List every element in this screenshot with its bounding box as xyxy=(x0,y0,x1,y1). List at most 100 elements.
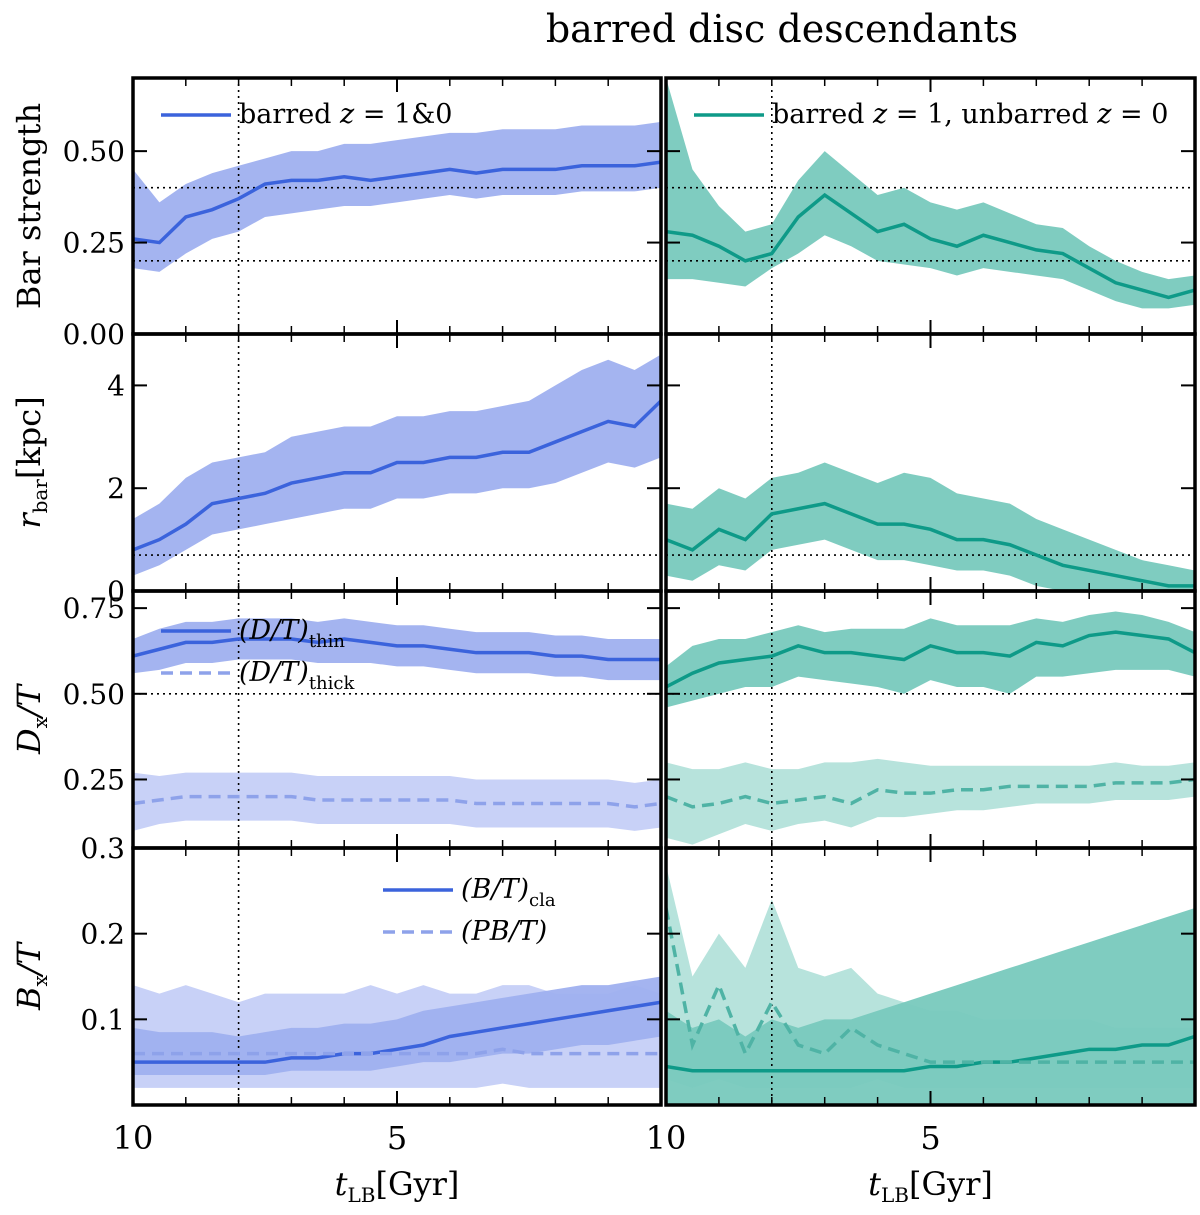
x-axis-label-unit: [Gyr] xyxy=(375,1165,459,1203)
legend-label-sub: cla xyxy=(529,890,556,911)
y-tick-label: 0.2 xyxy=(80,918,125,951)
legend-label: barred z = 1&0 xyxy=(239,99,452,130)
y-tick-label: 0.75 xyxy=(63,592,125,625)
y-tick-label: 0.25 xyxy=(63,227,125,260)
panel-plot-area xyxy=(133,78,661,334)
legend-label-main: (B/T) xyxy=(461,874,529,905)
series-line-1 xyxy=(133,637,661,662)
panel-barred-row1: 0.00 0.25 0.50 barred z = 1&0 xyxy=(63,76,663,351)
panel-plot-area xyxy=(666,848,1195,1105)
legend-label-sub: thin xyxy=(309,631,346,652)
x-axis-label-unbarred: tLB[Gyr] xyxy=(868,1165,993,1207)
y-axis-label-sub: x xyxy=(28,716,52,728)
y-axis-label-tail: /T xyxy=(10,940,48,978)
panel-plot-area xyxy=(133,848,661,1105)
x-tick-label: 10 xyxy=(113,1119,154,1157)
x-axis-label-unit: [Gyr] xyxy=(909,1165,993,1203)
y-tick-label: 0.1 xyxy=(80,1003,125,1036)
panel-barred-row4: 0.1 0.2 0.3 10 5 (B/T)cla (PB/T) xyxy=(80,832,663,1157)
legend-label-var: z xyxy=(872,99,888,130)
y-tick-label: 4 xyxy=(107,369,125,402)
y-axis-label-row3: Dx/T xyxy=(10,682,52,755)
y-axis-label-tail: /T xyxy=(10,682,48,720)
x-axis-label-sub: LB xyxy=(347,1183,375,1207)
legend-label: barred z = 1, unbarred z = 0 xyxy=(772,99,1168,130)
panel-plot-area xyxy=(133,334,661,591)
series-line-1 xyxy=(666,192,1195,300)
y-tick-label: 0 xyxy=(107,575,125,608)
legend-label: (B/T)cla xyxy=(461,874,556,911)
legend-label-var: z xyxy=(1096,99,1112,130)
panel-plot-area xyxy=(666,334,1195,591)
y-tick-label: 0.00 xyxy=(63,318,125,351)
y-axis-label-unit: [kpc] xyxy=(10,396,48,479)
band-primary xyxy=(133,121,661,272)
x-axis-label-barred: tLB[Gyr] xyxy=(335,1165,460,1207)
y-tick-label: 0.3 xyxy=(80,832,125,865)
legend-label-part: barred xyxy=(239,99,340,130)
panel-plot-area xyxy=(666,591,1195,848)
series-line-1 xyxy=(133,1000,661,1064)
series-line-1 xyxy=(666,1034,1195,1073)
band-primary xyxy=(666,462,1195,591)
figure-title: barred disc descendants xyxy=(546,7,1018,51)
panel-plot-area xyxy=(133,591,661,848)
series-line-1 xyxy=(133,160,661,245)
x-axis-label-sub: LB xyxy=(881,1183,909,1207)
y-axis-label-main: B xyxy=(10,986,48,1011)
legend-label-main: (D/T) xyxy=(239,615,309,646)
legend-label-part: = 0 xyxy=(1111,99,1168,130)
y-axis-label-sub: bar xyxy=(28,479,52,514)
legend-label-part: barred xyxy=(772,99,873,130)
band-secondary xyxy=(666,758,1195,845)
panel-unbarred-row1: barred z = 1, unbarred z = 0 xyxy=(664,76,1197,336)
legend-label-part: = 1, unbarred xyxy=(887,99,1097,130)
series-line-1 xyxy=(666,501,1195,588)
legend-label-var: z xyxy=(339,99,355,130)
y-axis-label-row4: Bx/T xyxy=(10,940,52,1011)
band-primary xyxy=(133,618,661,681)
legend-label-sub: thick xyxy=(309,673,356,694)
y-axis-label-sub: x xyxy=(28,974,52,986)
y-axis-label-row2: rbar[kpc] xyxy=(10,396,52,528)
band-primary xyxy=(133,354,661,576)
y-axis-label-main: D xyxy=(10,728,48,755)
band-primary xyxy=(133,976,661,1076)
panel-unbarred-row4: 10 5 xyxy=(646,846,1197,1157)
legend-label-part: = 1&0 xyxy=(354,99,452,130)
panel-plot-area xyxy=(666,78,1195,334)
series-line-2 xyxy=(666,907,1195,1064)
y-tick-label: 2 xyxy=(107,472,125,505)
y-tick-label: 0.50 xyxy=(63,135,125,168)
legend-label-main: (D/T) xyxy=(239,657,309,688)
legend-label: (PB/T) xyxy=(461,916,547,947)
legend-label: (D/T)thick xyxy=(239,657,355,694)
x-tick-label: 5 xyxy=(920,1119,940,1157)
x-axis-label-main: t xyxy=(868,1165,881,1203)
panel-unbarred-row2 xyxy=(664,332,1197,593)
y-axis-label-row1: Bar strength xyxy=(10,103,48,309)
panel-barred-row3: 0.250.500.75(D/T)thin(D/T)thick xyxy=(63,589,663,850)
series-line-1 xyxy=(666,630,1195,689)
series-line-2 xyxy=(133,1047,661,1056)
series-line-2 xyxy=(666,777,1195,809)
legend-label: (D/T)thin xyxy=(239,615,345,652)
band-secondary xyxy=(133,772,661,831)
band-primary xyxy=(666,907,1195,1105)
y-tick-label: 0.50 xyxy=(63,678,125,711)
x-tick-label: 10 xyxy=(646,1119,687,1157)
panel-unbarred-row3 xyxy=(664,589,1197,850)
y-tick-label: 0.25 xyxy=(63,763,125,796)
legend-label-main: (PB/T) xyxy=(461,916,547,947)
y-axis-label-text: Bar strength xyxy=(10,103,48,309)
x-tick-label: 5 xyxy=(387,1119,407,1157)
panel-barred-row2: 0 2 4 xyxy=(107,332,663,608)
x-axis-label-main: t xyxy=(335,1165,348,1203)
band-primary xyxy=(666,78,1195,309)
band-primary xyxy=(666,611,1195,708)
series-line-1 xyxy=(133,399,661,552)
series-line-2 xyxy=(133,794,661,809)
y-axis-label-main: r xyxy=(10,512,48,529)
